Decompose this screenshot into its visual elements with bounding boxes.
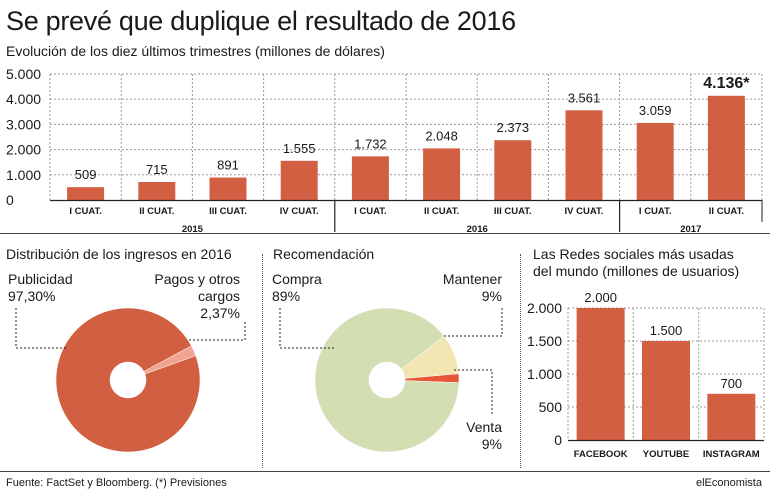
x-tick-label: YOUTUBE <box>643 449 689 460</box>
slice-value-publicidad: 97,30% <box>8 288 55 304</box>
slice-label-publicidad: Publicidad <box>8 271 73 287</box>
x-tick-label: IV CUAT. <box>565 206 604 217</box>
pie-slice <box>55 307 201 453</box>
distribution-title: Distribución de los ingresos en 2016 <box>6 246 232 262</box>
slice-value-venta: 9% <box>482 436 502 452</box>
x-tick-label: I CUAT. <box>639 206 672 217</box>
y-tick-label: 2.000 <box>527 300 562 316</box>
slice-label-compra: Compra <box>272 271 322 287</box>
value-label: 3.561 <box>568 90 601 105</box>
y-tick-label: 1.000 <box>527 366 562 382</box>
bar <box>209 177 247 200</box>
x-tick-label: II CUAT. <box>139 206 174 217</box>
bar <box>707 95 745 200</box>
leader-line <box>442 308 503 337</box>
bar <box>423 148 461 200</box>
year-label: 2016 <box>467 224 488 232</box>
column-divider <box>520 254 521 468</box>
quarterly-bar-chart: 0 1.000 2.000 3.000 4.000 5.000 509 I CUAT. 715 I… <box>6 66 763 232</box>
bar <box>707 393 756 440</box>
slice-value-pagos: 2,37% <box>200 305 240 321</box>
x-tick-label: IV CUAT. <box>280 206 319 217</box>
slice-label-pagos: cargos <box>198 288 240 304</box>
value-label: 509 <box>75 167 97 182</box>
footer-brand: elEconomista <box>695 477 762 489</box>
x-tick-label: II CUAT. <box>709 206 744 217</box>
footer-divider <box>0 471 770 472</box>
leader-line <box>15 308 68 349</box>
bar <box>576 308 625 440</box>
footer-source: Fuente: FactSet y Bloomberg. (*) Previsi… <box>6 477 227 489</box>
y-tick-label: 4.000 <box>6 91 41 107</box>
y-tick-label: 0 <box>6 192 14 208</box>
section-divider <box>0 233 770 234</box>
slice-label-venta: Venta <box>466 419 502 435</box>
bar <box>565 110 603 200</box>
page-subtitle: Evolución de los diez últimos trimestres… <box>6 43 385 59</box>
leader-line <box>454 369 493 416</box>
x-tick-label: FACEBOOK <box>574 449 628 460</box>
bar <box>642 341 690 440</box>
slice-label-pagos: Pagos y otros <box>154 271 240 287</box>
value-label: 3.059 <box>639 103 672 118</box>
y-tick-label: 5.000 <box>6 66 41 82</box>
column-divider <box>262 254 263 468</box>
x-tick-label: III CUAT. <box>209 206 247 217</box>
recommendation-title: Recomendación <box>273 246 375 262</box>
bar <box>636 122 674 200</box>
leader-line <box>188 322 246 341</box>
value-label: 2.000 <box>584 290 617 305</box>
social-title-line2: del mundo (millones de usuarios) <box>533 263 740 279</box>
social-title-line1: Las Redes sociales más usadas <box>533 246 734 262</box>
year-label: 2015 <box>182 224 204 232</box>
y-tick-label: 2.000 <box>6 142 41 158</box>
bar <box>67 187 105 200</box>
value-label: 2.048 <box>425 128 458 143</box>
x-tick-label: III CUAT. <box>494 206 532 217</box>
value-label: 1.732 <box>354 136 387 151</box>
y-tick-label: 0 <box>554 432 562 448</box>
y-tick-label: 1.500 <box>527 333 562 349</box>
bar <box>138 181 176 200</box>
pie-slice <box>143 345 197 375</box>
x-tick-label: II CUAT. <box>424 206 459 217</box>
social-networks-bar-chart: 0 500 1.000 1.500 2.000 2.000 FACEBOOK 1.500 YOU… <box>527 290 765 460</box>
bar <box>351 156 389 200</box>
slice-value-compra: 89% <box>272 288 300 304</box>
value-label: 2.373 <box>497 120 530 135</box>
value-label: 700 <box>720 376 742 391</box>
value-label: 4.136* <box>703 75 750 92</box>
x-tick-label: I CUAT. <box>354 206 387 217</box>
slice-value-mantener: 9% <box>482 288 502 304</box>
bar <box>494 140 532 200</box>
page-title: Se prevé que duplique el resultado de 20… <box>6 6 516 36</box>
slice-label-mantener: Mantener <box>443 271 502 287</box>
y-tick-label: 1.000 <box>6 167 41 183</box>
value-label: 1.500 <box>650 323 683 338</box>
value-label: 891 <box>217 158 239 173</box>
x-tick-label: INSTAGRAM <box>703 449 760 460</box>
leader-line <box>279 308 336 349</box>
pie-slice <box>314 307 460 453</box>
year-label: 2017 <box>680 224 701 232</box>
value-label: 1.555 <box>283 141 316 156</box>
y-tick-label: 500 <box>539 399 563 415</box>
bar <box>280 160 318 200</box>
value-label: 715 <box>146 162 168 177</box>
y-tick-label: 3.000 <box>6 116 41 132</box>
x-tick-label: I CUAT. <box>69 206 102 217</box>
